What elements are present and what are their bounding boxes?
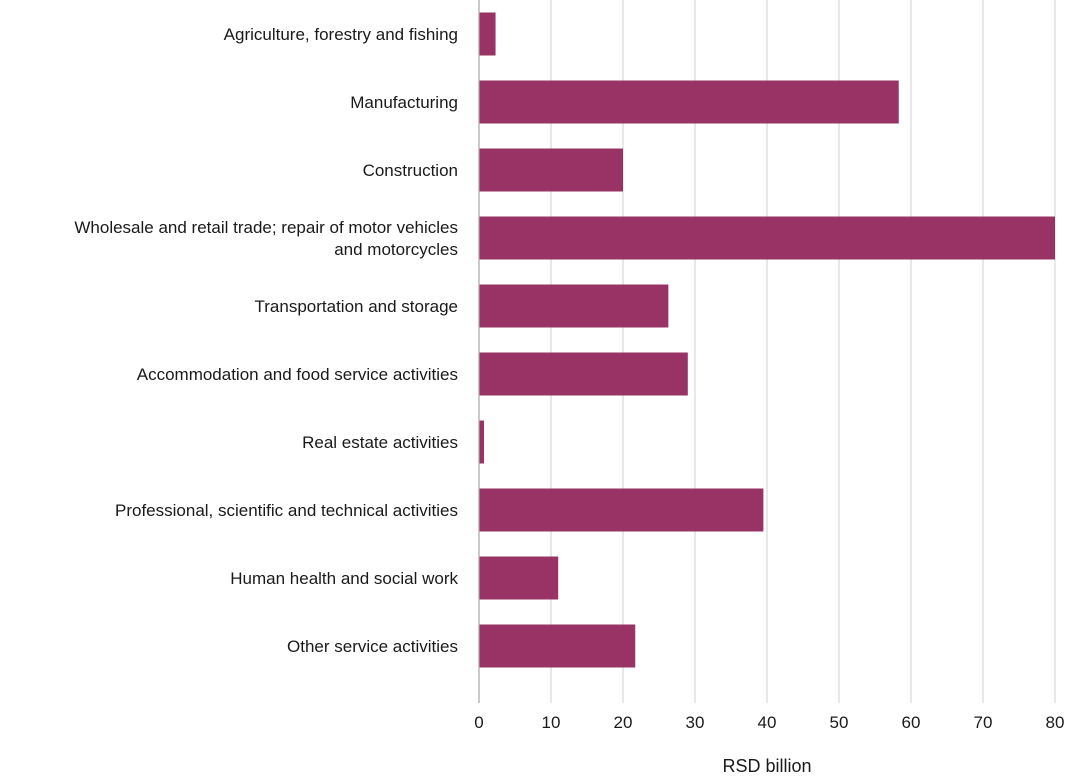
tick-label-20: 20 <box>614 713 633 732</box>
category-label-5: Accommodation and food service activitie… <box>137 365 458 384</box>
category-label-3-line-0: Wholesale and retail trade; repair of mo… <box>74 218 458 237</box>
category-label-1: Manufacturing <box>350 93 458 112</box>
value-axis-tick-labels: 0 10 20 30 40 50 60 70 80 <box>474 713 1064 732</box>
bar-7 <box>479 488 764 532</box>
tick-label-10: 10 <box>542 713 561 732</box>
bars <box>479 12 1055 668</box>
x-axis-title: RSD billion <box>722 756 811 776</box>
category-label-6: Real estate activities <box>302 433 458 452</box>
bar-9 <box>479 624 636 668</box>
category-label-4: Transportation and storage <box>255 297 459 316</box>
tick-label-0: 0 <box>474 713 483 732</box>
tick-label-80: 80 <box>1046 713 1065 732</box>
category-label-8: Human health and social work <box>230 569 458 588</box>
category-label-2: Construction <box>363 161 458 180</box>
tick-label-40: 40 <box>758 713 777 732</box>
bar-6 <box>479 420 485 464</box>
bar-4 <box>479 284 669 328</box>
bar-0 <box>479 12 496 56</box>
bar-1 <box>479 80 899 124</box>
category-label-3-line-1: and motorcycles <box>334 240 458 259</box>
bar-8 <box>479 556 559 600</box>
tick-label-60: 60 <box>902 713 921 732</box>
bar-5 <box>479 352 688 396</box>
category-label-7: Professional, scientific and technical a… <box>115 501 458 520</box>
category-label-0: Agriculture, forestry and fishing <box>224 25 458 44</box>
bar-3 <box>479 216 1055 260</box>
category-label-9: Other service activities <box>287 637 458 656</box>
bar-2 <box>479 148 623 192</box>
tick-label-30: 30 <box>686 713 705 732</box>
tick-label-70: 70 <box>974 713 993 732</box>
category-labels: Agriculture, forestry and fishing Manufac… <box>74 25 458 656</box>
tick-label-50: 50 <box>830 713 849 732</box>
